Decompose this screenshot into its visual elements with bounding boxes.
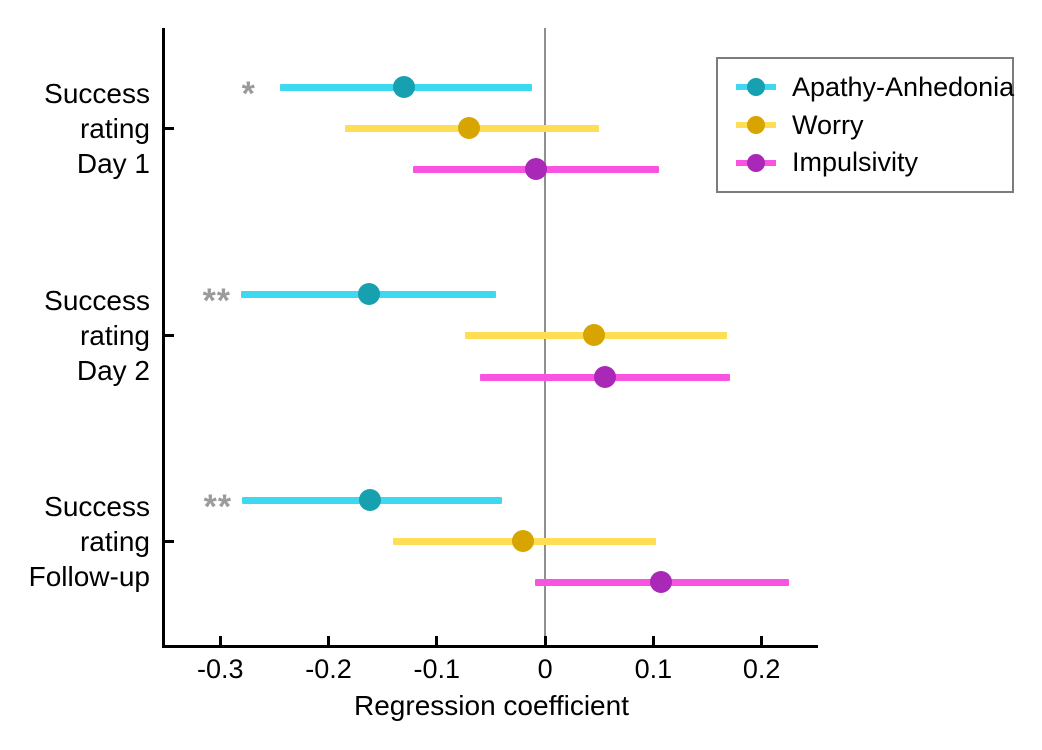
x-tick-label: -0.2: [305, 654, 352, 684]
x-axis-title: Regression coefficient: [354, 690, 629, 721]
y-axis-group-label-line: Success: [44, 284, 150, 316]
legend-item: Impulsivity: [736, 149, 1012, 176]
coefficient-dot: [649, 571, 672, 593]
legend-item-label: Apathy-Anhedonia: [792, 71, 1015, 102]
x-tick-label: 0.2: [742, 654, 781, 684]
legend-marker-apathy-anhedonia-icon: [736, 78, 776, 97]
coefficient-dot: [512, 530, 535, 552]
legend-marker-impulsivity-icon: [736, 153, 776, 172]
x-tick: [327, 636, 331, 645]
y-axis-group-label-line: Day 1: [76, 147, 150, 179]
x-tick: [435, 636, 439, 645]
y-axis-group-label: Success rating Day 1: [0, 76, 150, 181]
legend-item-label: Impulsivity: [792, 147, 919, 178]
coefficient-dot: [582, 324, 605, 346]
x-tick-label: 0.1: [634, 654, 673, 684]
x-tick: [760, 636, 764, 645]
y-tick: [165, 333, 174, 337]
x-tick-label: 0: [537, 654, 553, 684]
y-axis-spine: [162, 28, 165, 648]
x-axis-spine: [162, 645, 818, 648]
y-axis-group-label: Success rating Day 2: [0, 283, 150, 388]
legend-marker-worry-icon: [736, 116, 776, 134]
x-tick-label: -0.3: [196, 654, 244, 684]
y-axis-group-label-line: rating: [79, 319, 150, 351]
y-axis-group-label-line: Success: [44, 490, 150, 522]
x-tick: [543, 636, 547, 645]
y-axis-group-label-line: Follow-up: [28, 560, 150, 592]
significance-stars: **: [202, 282, 232, 320]
x-tick-label: -0.1: [413, 654, 461, 684]
coefficient-dot: [593, 366, 616, 388]
y-tick: [165, 126, 174, 130]
significance-stars: **: [203, 488, 233, 526]
y-axis-group-label-line: rating: [79, 112, 150, 144]
y-axis-group-label-line: rating: [79, 525, 150, 557]
coefficient-dot: [525, 158, 548, 180]
y-axis-group-label-line: Day 2: [76, 354, 150, 386]
x-tick: [651, 636, 655, 645]
x-tick: [218, 636, 222, 645]
coefficient-dot: [458, 117, 481, 139]
coefficient-dot: [393, 76, 416, 98]
significance-stars: *: [241, 75, 256, 113]
coefficient-dot: [358, 489, 381, 511]
legend-item-label: Worry: [792, 109, 864, 140]
legend-item: Apathy-Anhedonia: [736, 71, 1015, 102]
legend-item: Worry: [736, 109, 1012, 140]
legend: Apathy-Anhedonia Worry Impulsivity: [716, 57, 1014, 193]
y-axis-group-label: Success rating Follow-up: [0, 489, 150, 594]
y-tick: [165, 539, 174, 543]
coefficient-dot: [357, 283, 380, 305]
y-axis-group-label-line: Success: [44, 77, 150, 109]
